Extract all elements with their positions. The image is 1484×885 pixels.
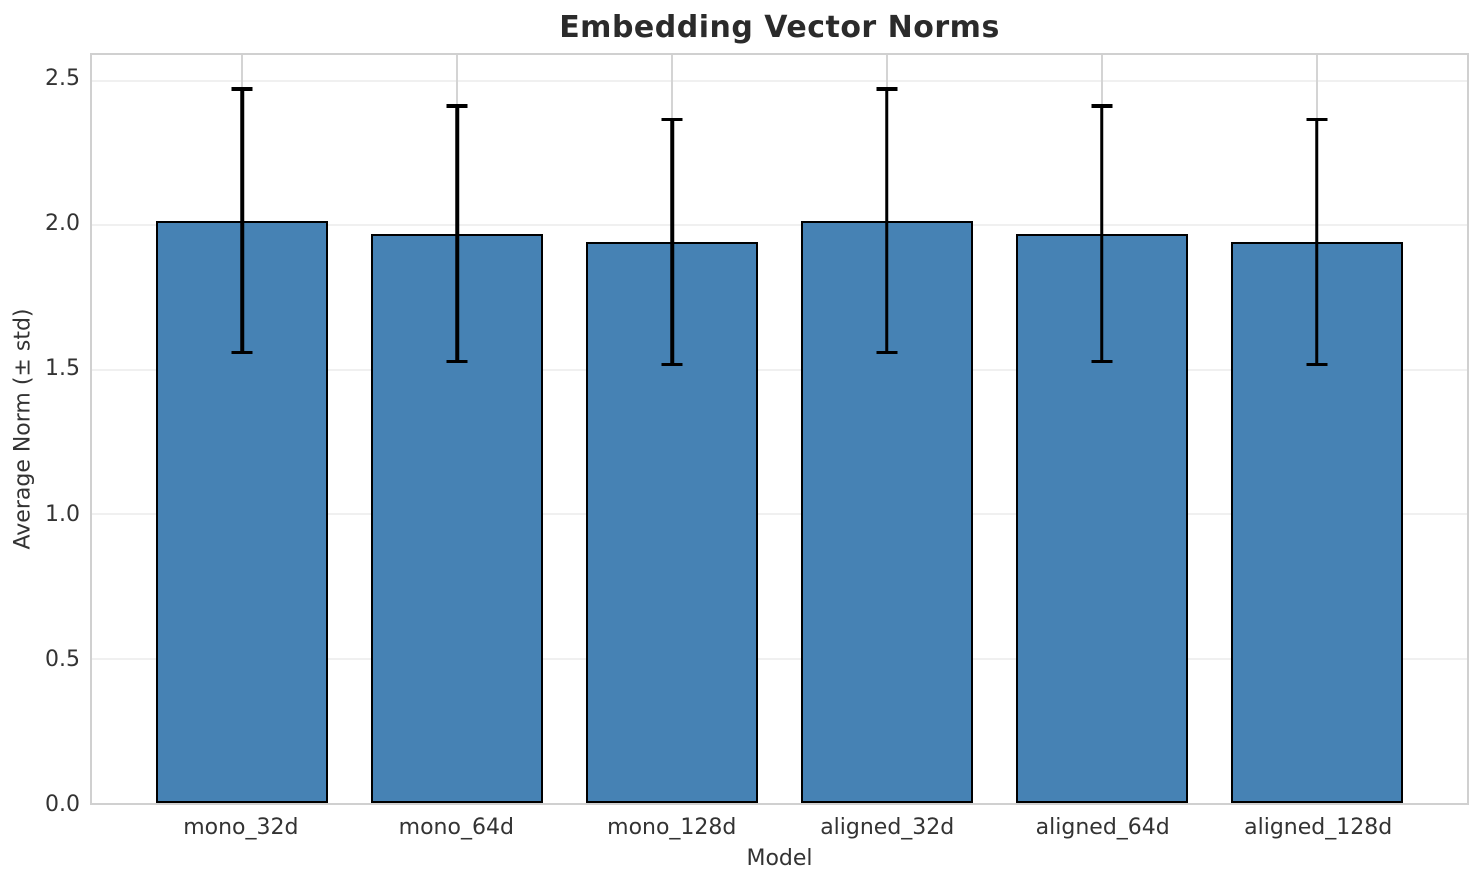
error-bar-cap-bottom-aligned_32d [876,350,898,355]
error-bar-cap-top-aligned_128d [1306,117,1328,122]
error-bar-stem-mono_128d [670,119,674,365]
x-tick-label-mono_64d: mono_64d [398,815,514,840]
error-bar-stem-mono_32d [240,89,245,353]
x-tick-label-mono_32d: mono_32d [183,815,299,840]
y-tick-label: 1.0 [45,501,80,527]
x-tick-label-aligned_128d: aligned_128d [1244,815,1393,840]
error-bar-stem-aligned_64d [1100,105,1104,362]
error-bar-stem-aligned_32d [885,89,889,353]
bar-mono_64d [371,233,544,803]
y-tick-label: 0.0 [45,792,80,817]
gridline-horizontal [92,80,1467,82]
error-bar-cap-bottom-mono_128d [661,362,683,367]
x-axis-label: Model [746,846,813,871]
gridline-horizontal [92,657,1467,660]
x-tick-label-aligned_32d: aligned_32d [820,815,955,840]
gridline-horizontal [92,513,1467,516]
x-tick-label-aligned_64d: aligned_64d [1035,815,1170,840]
error-bar-cap-bottom-mono_32d [231,350,253,355]
bar-mono_32d [156,220,329,803]
error-bar-cap-bottom-mono_64d [446,359,468,364]
y-tick-label: 2.0 [45,211,80,237]
gridline-horizontal [92,368,1467,371]
error-bar-stem-mono_64d [455,105,459,362]
error-bar-cap-top-mono_128d [661,117,683,122]
plot-area [90,53,1469,805]
error-bar-stem-aligned_128d [1314,119,1319,365]
y-tick-label: 1.5 [45,356,80,382]
error-bar-cap-bottom-aligned_64d [1091,359,1113,364]
x-tick-label-mono_128d: mono_128d [607,815,737,840]
y-tick-label: 2.5 [45,66,80,92]
chart-title: Embedding Vector Norms [559,10,1000,45]
gridline-horizontal [92,224,1467,227]
y-tick-label: 0.5 [45,646,80,672]
error-bar-cap-top-aligned_32d [876,87,898,91]
error-bar-cap-bottom-aligned_128d [1306,362,1328,367]
error-bar-cap-top-aligned_64d [1091,104,1113,108]
error-bar-cap-top-mono_64d [446,104,468,108]
error-bar-cap-top-mono_32d [231,87,253,91]
